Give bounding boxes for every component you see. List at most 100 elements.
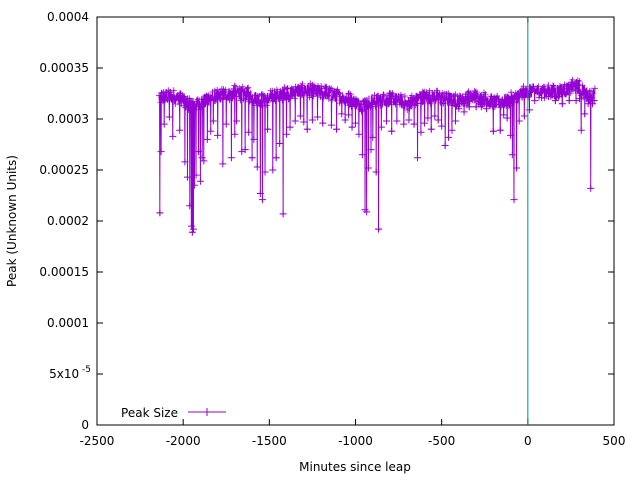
dip-point	[427, 125, 435, 133]
dip-point	[352, 119, 359, 127]
series-marker-cloud	[156, 76, 598, 236]
dip-point	[590, 97, 598, 105]
dip-point	[209, 117, 217, 125]
dip-point	[269, 166, 277, 174]
dip-point	[588, 100, 596, 108]
dip-point	[156, 209, 164, 217]
dip-point	[508, 151, 516, 159]
x-axis-label: Minutes since leap	[299, 460, 411, 474]
x-tick-label: -500	[428, 434, 455, 448]
y-tick-label: 5x10 -5	[49, 365, 91, 381]
dip-point	[545, 93, 553, 101]
dip-point	[308, 116, 316, 124]
x-tick-label: -2000	[166, 434, 201, 448]
dip-point	[369, 133, 377, 141]
dip-point	[364, 164, 372, 172]
dip-point	[176, 126, 184, 134]
dip-point	[434, 116, 442, 124]
plot-frame	[96, 16, 615, 426]
dip-point	[489, 127, 497, 135]
dip-point	[286, 123, 294, 131]
y-tick-label: 0.0004	[47, 10, 89, 24]
dip-point	[424, 114, 432, 122]
dip-point	[577, 126, 585, 134]
dip-point	[248, 154, 256, 162]
dip-point	[231, 130, 239, 138]
dip-point	[576, 95, 584, 103]
dip-point	[190, 181, 198, 189]
dip-point	[503, 114, 511, 122]
x-tick-label: -1000	[338, 434, 373, 448]
y-tick-label: 0.0003	[47, 112, 89, 126]
dip-point	[157, 148, 165, 156]
dip-point	[496, 126, 504, 134]
dip-point	[181, 158, 189, 166]
dip-point	[500, 111, 508, 119]
dip-point	[417, 128, 425, 136]
dip-point	[207, 127, 215, 135]
dip-point	[538, 94, 546, 102]
dip-point	[186, 202, 194, 210]
dip-point	[283, 130, 291, 138]
dip-point	[551, 97, 559, 105]
dip-point	[507, 131, 515, 139]
dip-point	[200, 157, 208, 165]
dip-point	[279, 210, 287, 218]
dip-point	[250, 135, 258, 143]
dip-point	[300, 118, 308, 126]
dip-point	[431, 112, 439, 120]
dip-point	[393, 117, 401, 125]
dip-point	[405, 116, 413, 124]
dip-point	[261, 168, 269, 176]
dip-point	[256, 189, 264, 197]
dip-point	[383, 117, 391, 125]
dip-point	[355, 130, 363, 138]
legend-label-peak-size: Peak Size	[121, 406, 178, 420]
dip-point	[333, 125, 341, 133]
dip-point	[465, 103, 473, 111]
dip-point	[198, 154, 206, 162]
y-tick-label: 0.00035	[39, 61, 89, 75]
dip-point	[445, 133, 453, 141]
dip-point	[245, 128, 253, 136]
x-tick-label: 500	[603, 434, 626, 448]
dip-point	[219, 160, 227, 168]
x-tick-label: -1500	[252, 434, 287, 448]
dip-point	[581, 110, 589, 118]
dip-point	[169, 132, 177, 140]
dip-point	[441, 142, 449, 150]
dip-point	[482, 105, 490, 113]
x-tick-label: -2500	[80, 434, 115, 448]
dip-point	[477, 103, 485, 111]
dip-point	[341, 116, 349, 124]
dip-point	[195, 148, 203, 156]
dip-point	[264, 125, 272, 133]
dip-point	[460, 108, 468, 116]
y-tick-label: 0.0001	[47, 316, 89, 330]
dip-point	[375, 225, 383, 233]
dip-point	[510, 196, 518, 204]
dip-point	[526, 106, 534, 114]
legend: Peak Size	[121, 406, 226, 420]
dip-point	[192, 171, 200, 179]
dip-point	[165, 113, 173, 121]
dip-point	[414, 154, 422, 162]
dip-point	[253, 163, 261, 171]
series-markers-peak-size	[156, 76, 598, 236]
dip-point	[227, 154, 235, 162]
dip-point	[513, 164, 521, 172]
dip-point	[358, 151, 366, 159]
dip-point	[558, 100, 566, 108]
y-tick-label: 0.00025	[39, 163, 89, 177]
dip-point	[531, 97, 539, 105]
dip-point	[314, 113, 322, 121]
dip-point	[451, 117, 459, 125]
dip-point	[372, 168, 380, 176]
y-axis-label: Peak (Unknown Units)	[5, 155, 19, 287]
dip-point	[319, 119, 327, 127]
dip-point	[455, 105, 463, 113]
dip-point	[327, 121, 335, 129]
dip-point	[438, 122, 446, 130]
dip-point	[363, 208, 371, 216]
